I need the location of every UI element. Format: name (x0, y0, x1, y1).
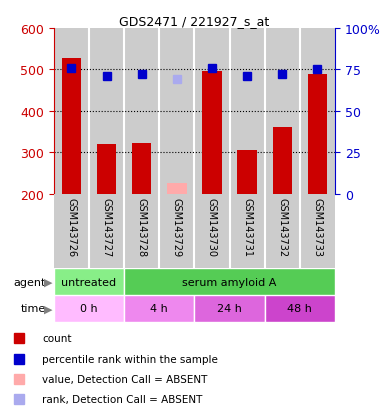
Bar (124, 29, 159, 194)
Bar (265, 295, 335, 322)
Bar (229, 194, 265, 268)
Bar (308, 74, 327, 194)
Bar (124, 194, 159, 268)
Text: ▶: ▶ (44, 304, 52, 314)
Text: GSM143728: GSM143728 (137, 198, 147, 257)
Bar (124, 268, 335, 295)
Bar (194, 194, 229, 268)
Text: 48 h: 48 h (287, 304, 312, 314)
Bar (159, 29, 194, 194)
Text: time: time (21, 304, 46, 314)
Text: serum amyloid A: serum amyloid A (182, 277, 277, 287)
Bar (97, 145, 116, 194)
Text: percentile rank within the sample: percentile rank within the sample (42, 354, 218, 364)
Bar (89, 29, 124, 194)
Bar (229, 29, 265, 194)
Bar (203, 72, 222, 194)
Text: count: count (42, 333, 72, 343)
Bar (264, 194, 300, 268)
Bar (159, 194, 194, 268)
Text: GSM143731: GSM143731 (242, 198, 252, 257)
Text: GSM143732: GSM143732 (277, 198, 287, 257)
Bar (264, 29, 300, 194)
Bar (238, 151, 257, 194)
Bar (194, 29, 229, 194)
Text: untreated: untreated (62, 277, 117, 287)
Text: agent: agent (14, 277, 46, 287)
Bar (167, 184, 186, 194)
Text: GSM143727: GSM143727 (102, 198, 112, 257)
Bar (300, 194, 335, 268)
Bar (54, 295, 124, 322)
Bar (89, 194, 124, 268)
Text: GSM143726: GSM143726 (67, 198, 77, 257)
Title: GDS2471 / 221927_s_at: GDS2471 / 221927_s_at (119, 15, 270, 28)
Bar (194, 295, 265, 322)
Bar (300, 29, 335, 194)
Text: value, Detection Call = ABSENT: value, Detection Call = ABSENT (42, 375, 208, 385)
Text: 24 h: 24 h (217, 304, 242, 314)
Bar (132, 143, 151, 194)
Text: 0 h: 0 h (80, 304, 98, 314)
Text: rank, Detection Call = ABSENT: rank, Detection Call = ABSENT (42, 394, 203, 404)
Text: 4 h: 4 h (151, 304, 168, 314)
Bar (62, 59, 81, 194)
Text: GSM143733: GSM143733 (312, 198, 322, 257)
Bar (54, 268, 124, 295)
Text: ▶: ▶ (44, 277, 52, 287)
Bar (273, 128, 292, 194)
Text: GSM143729: GSM143729 (172, 198, 182, 257)
Bar (54, 29, 89, 194)
Bar (124, 295, 194, 322)
Bar (54, 194, 89, 268)
Text: GSM143730: GSM143730 (207, 198, 217, 257)
